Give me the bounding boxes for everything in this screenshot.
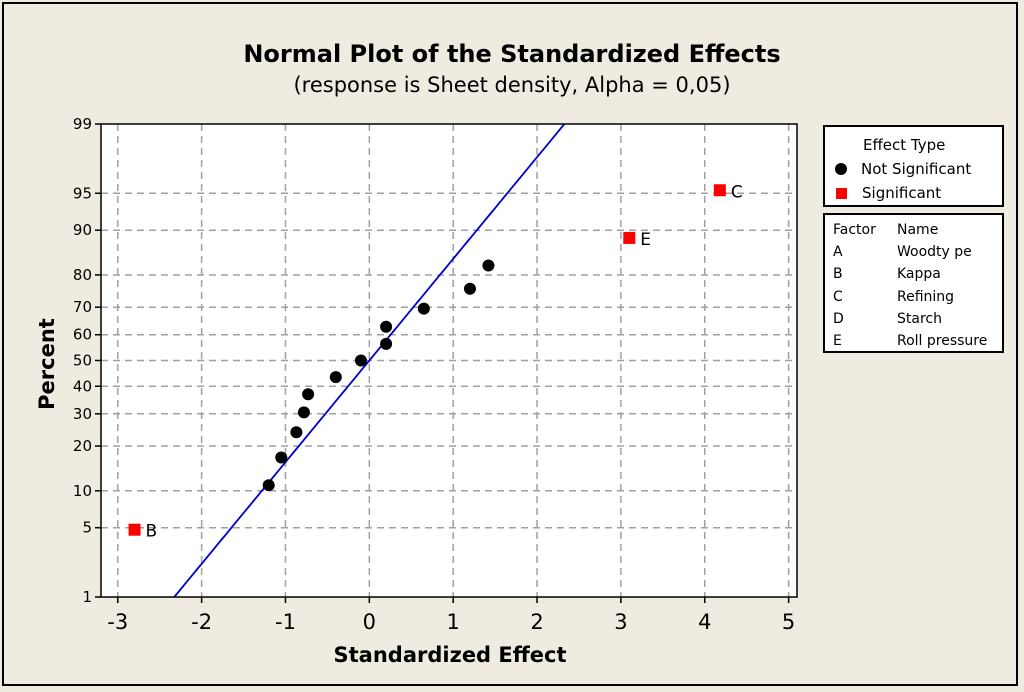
x-tick-label: 4 xyxy=(698,610,711,634)
y-tick-label: 90 xyxy=(73,221,92,239)
data-point-significant xyxy=(128,523,141,536)
factor-name: Roll pressure xyxy=(897,333,988,349)
factor-name: Kappa xyxy=(897,266,941,282)
factor-row: E Roll pressure xyxy=(833,333,987,349)
y-tick-label: 10 xyxy=(73,482,92,500)
data-point-not-significant xyxy=(482,259,495,272)
x-tick-label: -1 xyxy=(275,610,296,634)
y-tick-label: 99 xyxy=(73,115,92,133)
factor-table-header: Factor Name xyxy=(833,222,938,238)
name-header: Name xyxy=(897,222,939,238)
y-tick-label: 1 xyxy=(82,588,92,606)
y-tick-label: 95 xyxy=(73,184,92,202)
data-label: B xyxy=(146,522,158,542)
data-point-not-significant xyxy=(290,426,303,439)
data-point-not-significant xyxy=(297,406,310,419)
legend-title: Effect Type xyxy=(863,136,946,154)
x-tick-label: 1 xyxy=(447,610,460,634)
data-point-significant xyxy=(713,184,726,197)
factor-code: D xyxy=(833,311,844,327)
x-tick-label: 0 xyxy=(363,610,376,634)
y-tick-label: 60 xyxy=(73,326,92,344)
x-tick-label: 5 xyxy=(782,610,795,634)
data-point-not-significant xyxy=(329,371,342,384)
data-point-not-significant xyxy=(262,479,275,492)
factor-code: A xyxy=(833,244,843,260)
x-axis-label: Standardized Effect xyxy=(334,643,567,667)
y-tick-label: 5 xyxy=(82,519,92,537)
legend-label: Not Significant xyxy=(861,160,972,178)
y-axis-label: Percent xyxy=(35,318,59,410)
data-label: C xyxy=(731,182,743,202)
y-tick-label: 30 xyxy=(73,405,92,423)
normal-reference-line xyxy=(173,124,566,597)
y-tick-label: 40 xyxy=(73,377,92,395)
y-tick-label: 20 xyxy=(73,437,92,455)
effect-type-legend: Effect Type Not Significant Significant xyxy=(823,125,1004,207)
factor-row: A Woodty pe xyxy=(833,244,972,260)
x-tick-label: 3 xyxy=(614,610,627,634)
y-tick-label: 70 xyxy=(73,298,92,316)
y-tick-label: 50 xyxy=(73,352,92,370)
normal-probability-plot: -3 -2 -1 0 1 2 3 4 5 1 5 10 20 30 40 50 60 70 80 90 95 99 Norm… xyxy=(35,40,798,667)
y-tick-label: 80 xyxy=(73,266,92,284)
data-point-significant xyxy=(623,231,636,244)
data-label: E xyxy=(640,230,651,250)
legend-label: Significant xyxy=(862,184,942,202)
factor-name: Starch xyxy=(897,311,942,327)
factor-name-table: Factor Name A Woodty pe B Kappa C Refini… xyxy=(823,213,1004,353)
square-marker-icon xyxy=(836,187,847,199)
factor-name: Woodty pe xyxy=(897,244,972,260)
data-point-not-significant xyxy=(380,337,393,350)
legend-item-not-significant: Not Significant xyxy=(835,160,971,178)
factor-header: Factor xyxy=(833,222,876,238)
x-tick-label: 2 xyxy=(530,610,543,634)
factor-row: C Refining xyxy=(833,289,954,305)
chart-title: Normal Plot of the Standardized Effects xyxy=(243,40,780,68)
factor-code: E xyxy=(833,333,842,349)
circle-marker-icon xyxy=(835,163,847,175)
factor-code: B xyxy=(833,266,843,282)
x-tick-label: -3 xyxy=(107,610,128,634)
x-tick-label: -2 xyxy=(191,610,212,634)
factor-code: C xyxy=(833,289,843,305)
data-point-not-significant xyxy=(275,451,288,464)
data-point-not-significant xyxy=(302,388,315,401)
factor-name: Refining xyxy=(897,289,955,305)
data-point-not-significant xyxy=(463,282,476,295)
factor-row: B Kappa xyxy=(833,266,941,282)
data-point-not-significant xyxy=(354,354,367,367)
chart-subtitle: (response is Sheet density, Alpha = 0,05… xyxy=(293,73,730,97)
factor-row: D Starch xyxy=(833,311,942,327)
data-point-not-significant xyxy=(380,320,393,333)
data-point-not-significant xyxy=(417,302,430,315)
legend-item-significant: Significant xyxy=(835,184,941,202)
